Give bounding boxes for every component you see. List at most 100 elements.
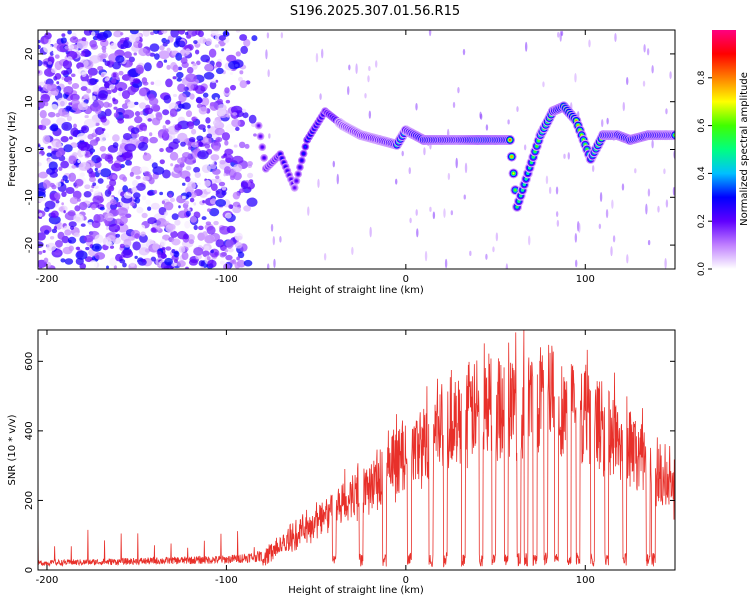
heatmap-cell — [646, 48, 650, 56]
heatmap-cell — [166, 39, 170, 44]
heatmap-cell — [265, 49, 268, 60]
heatmap-cell — [614, 32, 617, 42]
heatmap-cell — [40, 118, 51, 126]
heatmap-cell — [38, 59, 43, 67]
heatmap-cell — [51, 68, 57, 74]
heatmap-cell — [89, 188, 94, 193]
heatmap-cell — [563, 153, 566, 159]
heatmap-cell — [284, 165, 287, 168]
heatmap-cell — [239, 34, 248, 41]
heatmap-cell — [77, 67, 88, 75]
heatmap-cell — [621, 183, 625, 191]
heatmap-cell — [112, 97, 116, 102]
heatmap-cell — [243, 205, 252, 212]
heatmap-cell — [117, 151, 123, 156]
heatmap-cell — [83, 93, 90, 99]
heatmap-cell — [76, 40, 88, 50]
heatmap-cell — [227, 247, 234, 253]
y-tick-label: 10 — [24, 95, 35, 108]
x-tick-label: -200 — [36, 575, 59, 586]
heatmap-cell — [282, 161, 285, 164]
heatmap-cell — [119, 259, 126, 264]
heatmap-cell — [588, 39, 591, 48]
heatmap-cell — [205, 38, 213, 46]
heatmap-cell — [112, 134, 120, 142]
heatmap-cell — [168, 102, 179, 111]
heatmap-cell — [534, 150, 537, 153]
heatmap-cell — [70, 93, 80, 101]
heatmap-cell — [156, 61, 163, 69]
heatmap-cell — [112, 61, 122, 70]
y-tick-label: -10 — [24, 189, 35, 205]
heatmap-cell — [516, 205, 519, 208]
heatmap-cell — [535, 145, 538, 148]
heatmap-cell — [508, 138, 511, 141]
heatmap-cell — [176, 71, 184, 79]
heatmap-cell — [69, 197, 79, 205]
heatmap-cell — [42, 179, 51, 189]
heatmap-cell — [65, 242, 71, 247]
heatmap-cell — [239, 80, 248, 89]
heatmap-cell — [336, 173, 339, 185]
heatmap-cell — [69, 36, 79, 44]
heatmap-cell — [231, 118, 241, 128]
heatmap-cell — [74, 178, 84, 187]
y-tick-label: -20 — [24, 237, 35, 253]
heatmap-cell — [195, 30, 201, 36]
heatmap-cell — [75, 246, 81, 251]
heatmap-cell — [58, 166, 63, 171]
spectrogram-y-axis-label: Frequency (Hz) — [7, 111, 18, 187]
heatmap-cell — [251, 35, 258, 42]
heatmap-cell — [138, 88, 147, 97]
heatmap-cell — [196, 182, 201, 186]
heatmap-cell — [87, 133, 94, 140]
heatmap-cell — [120, 215, 128, 225]
heatmap-cell — [165, 78, 173, 88]
heatmap-cell — [178, 205, 181, 209]
heatmap-cell — [134, 233, 140, 239]
heatmap-cell — [452, 101, 456, 109]
heatmap-cell — [89, 260, 98, 269]
heatmap-cell — [188, 121, 195, 130]
heatmap-cell — [191, 116, 197, 122]
heatmap-cell — [432, 211, 436, 220]
spectrogram-x-ticks: -200 -100 0 100 — [36, 30, 595, 285]
heatmap-cell — [84, 184, 91, 190]
heatmap-cell — [226, 225, 236, 234]
heatmap-cell — [225, 154, 234, 163]
heatmap-cell — [161, 30, 168, 34]
heatmap-cell — [61, 76, 65, 81]
heatmap-cell — [99, 133, 106, 142]
heatmap-cell — [101, 45, 107, 51]
heatmap-cell — [598, 223, 602, 230]
heatmap-cell — [591, 165, 595, 172]
heatmap-cell — [94, 234, 104, 244]
heatmap-cell — [77, 198, 81, 202]
heatmap-cell — [193, 202, 197, 206]
heatmap-cell — [416, 228, 419, 238]
heatmap-cell — [39, 81, 45, 86]
heatmap-cell — [507, 119, 510, 125]
heatmap-cell — [523, 144, 527, 151]
heatmap-cell — [163, 59, 168, 63]
heatmap-cell — [142, 258, 146, 263]
heatmap-cell — [67, 80, 73, 85]
heatmap-cell — [185, 266, 189, 269]
heatmap-cell — [556, 219, 560, 227]
heatmap-cell — [39, 109, 47, 119]
heatmap-cell — [184, 48, 191, 55]
heatmap-cell — [42, 249, 46, 254]
heatmap-cell — [243, 38, 251, 47]
heatmap-cell — [226, 114, 231, 118]
heatmap-cell — [574, 232, 578, 243]
heatmap-cell — [67, 210, 76, 217]
heatmap-cell — [61, 70, 68, 76]
heatmap-cell — [606, 117, 609, 125]
heatmap-cell — [415, 102, 418, 111]
heatmap-cell — [142, 81, 149, 86]
x-tick-label: 0 — [403, 575, 409, 586]
heatmap-cell — [184, 200, 190, 205]
heatmap-cell — [207, 124, 211, 129]
heatmap-cell — [642, 80, 646, 87]
heatmap-cell — [106, 265, 109, 269]
